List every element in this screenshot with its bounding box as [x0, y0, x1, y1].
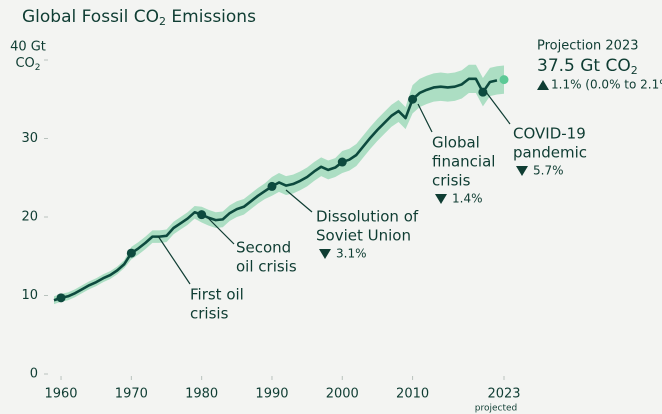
annotation-text: crisis: [432, 172, 471, 190]
up-triangle: [537, 80, 549, 90]
leader-line: [207, 217, 235, 245]
x-tick-label: 1980: [185, 387, 218, 402]
down-triangle: [319, 249, 331, 259]
y-tick-label: 40 Gt: [10, 40, 46, 55]
projected-note: projected: [475, 404, 518, 414]
projection-value: 37.5 Gt CO2: [537, 56, 638, 77]
y-tick-label: 30: [21, 131, 38, 146]
y-tick-label: 0: [30, 367, 38, 382]
y-tick-label: 20: [21, 210, 38, 225]
annotation-change: 5.7%: [533, 164, 564, 178]
projection-value-text: 37.5 Gt CO: [537, 56, 631, 76]
annotation-text: Second: [236, 239, 291, 257]
x-tick-label: 2023: [487, 387, 520, 402]
annotation-change: 3.1%: [336, 247, 367, 261]
annotation-text: Soviet Union: [316, 227, 411, 245]
leader-line: [157, 235, 191, 285]
y-tick-label: 10: [21, 288, 38, 303]
point-marker: [126, 248, 136, 258]
annotation-change: 1.4%: [452, 192, 483, 206]
point-marker: [478, 87, 488, 97]
annotation-text: Dissolution of: [316, 208, 419, 226]
projection-change: 1.1% (0.0% to 2.1%): [551, 78, 662, 92]
point-marker: [267, 181, 277, 191]
annotation-text: crisis: [190, 305, 229, 323]
annotation-text: First oil: [190, 286, 244, 304]
x-tick-label: 1960: [44, 387, 77, 402]
point-marker: [337, 157, 347, 167]
annotation-text: oil crisis: [236, 258, 297, 276]
point-marker: [197, 210, 207, 220]
x-tick-label: 1990: [255, 387, 288, 402]
x-tick-label: 2010: [396, 387, 429, 402]
annotation-text: Global: [432, 134, 480, 152]
x-tick-label: 2000: [326, 387, 359, 402]
x-tick-label: 1970: [115, 387, 148, 402]
annotation-text: pandemic: [513, 144, 587, 162]
point-marker: [56, 293, 66, 303]
chart-title: Global Fossil CO2 Emissions: [22, 7, 256, 28]
projection-label: Projection 2023: [537, 39, 639, 54]
projection-point: [499, 75, 509, 85]
point-marker: [408, 94, 418, 104]
down-triangle: [516, 166, 528, 176]
projection-value-sub: 2: [631, 64, 638, 77]
down-triangle: [435, 194, 447, 204]
leader-line: [285, 189, 313, 213]
annotation-text: COVID-19: [513, 125, 586, 143]
uncertainty-band: [54, 64, 504, 305]
leader-line: [417, 103, 433, 133]
leader-line: [485, 91, 511, 125]
annotation-text: financial: [432, 153, 495, 171]
y-unit: CO2: [15, 56, 40, 73]
